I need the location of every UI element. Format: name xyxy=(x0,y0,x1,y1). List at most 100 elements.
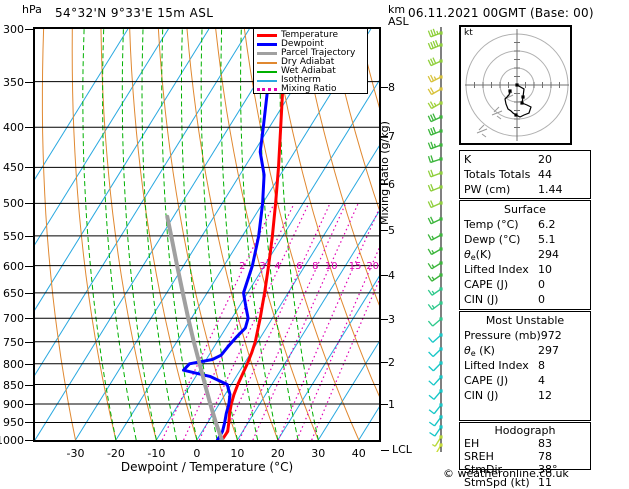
legend-swatch xyxy=(257,70,277,73)
most-unstable-row: CIN (J) 12 xyxy=(460,388,590,403)
legend-label: Dewpoint xyxy=(281,39,324,49)
legend-label: Mixing Ratio xyxy=(281,84,337,94)
temperature-tick-label: -20 xyxy=(106,447,125,460)
legend-swatch xyxy=(257,34,277,37)
wind-barb xyxy=(427,169,443,178)
pressure-tick xyxy=(25,235,33,237)
pressure-tick xyxy=(25,440,33,441)
legend-swatch xyxy=(257,43,277,46)
hodograph-stat-key: EH xyxy=(464,437,480,450)
height-tick xyxy=(381,87,388,89)
surface-key: CIN (J) xyxy=(464,293,499,306)
pressure-tick-label: 750 xyxy=(3,335,24,349)
pressure-tick-label: 600 xyxy=(3,259,24,273)
height-tick xyxy=(381,403,388,405)
most-unstable-row: Pressure (mb) 972 xyxy=(460,328,590,343)
most-unstable-row: θe (K) 297 xyxy=(460,343,590,358)
hodograph-stats-box: Hodograph EH 83 SREH 78 StmDir 38° StmSpd (kt) 1… xyxy=(459,422,591,489)
surface-value: 294 xyxy=(538,248,559,261)
mixing-ratio-value-label: 6 xyxy=(296,261,303,273)
pressure-tick xyxy=(25,203,33,205)
temperature-tick-label: -30 xyxy=(66,447,85,460)
hodograph-stat-value: 83 xyxy=(538,437,552,450)
height-tick xyxy=(381,361,388,363)
legend: Temperature Dewpoint Parcel Trajectory Dry … xyxy=(253,28,368,94)
temperature-tick-label: 0 xyxy=(193,447,201,460)
wind-barb xyxy=(428,347,443,358)
surface-value: 0 xyxy=(538,278,545,291)
most-unstable-key: Pressure (mb) xyxy=(464,329,541,342)
pressure-tick xyxy=(25,422,33,424)
most-unstable-title: Most Unstable xyxy=(485,314,565,327)
mixing-ratio-value-label: 2 xyxy=(239,261,246,273)
surface-key: Dewp (°C) xyxy=(464,233,521,246)
wind-barb xyxy=(427,101,443,110)
temperature-tick-label: -10 xyxy=(147,447,166,460)
wind-barb xyxy=(428,389,443,400)
x-axis-title: Dewpoint / Temperature (°C) xyxy=(120,460,294,474)
temperature-tick-label: 30 xyxy=(311,447,326,460)
legend-item: Temperature xyxy=(257,31,364,40)
legend-label: Isotherm xyxy=(281,75,321,85)
pressure-tick xyxy=(25,29,33,30)
wind-barb xyxy=(427,39,443,50)
legend-item: Mixing Ratio xyxy=(257,85,364,94)
index-value: 44 xyxy=(538,168,552,181)
index-row: K 20 xyxy=(460,152,590,167)
wind-barb xyxy=(428,403,443,415)
wind-barb xyxy=(427,261,443,270)
copyright-label: © weatheronline.co.uk xyxy=(443,467,569,480)
surface-box: Surface Temp (°C) 6.2 Dewp (°C) 5.1 θe(K) 294 L… xyxy=(459,200,591,310)
model-run-title: 06.11.2021 00GMT (Base: 00) xyxy=(408,6,594,20)
pressure-tick-label: 1000 xyxy=(0,434,24,447)
legend-label: Dry Adiabat xyxy=(281,57,335,67)
hodograph-stat-value: 38° xyxy=(538,463,558,476)
wind-barb xyxy=(427,233,443,241)
hodograph-stat-title: Hodograph xyxy=(494,424,556,437)
pressure-tick-label: 300 xyxy=(3,23,24,36)
index-row: Totals Totals 44 xyxy=(460,167,590,182)
most-unstable-key: CAPE (J) xyxy=(464,374,509,387)
most-unstable-value: 12 xyxy=(538,389,552,402)
skewt-plot[interactable] xyxy=(33,27,381,442)
temperature-tick-label: 40 xyxy=(351,447,366,460)
pressure-tick xyxy=(25,341,33,343)
wind-barb xyxy=(428,415,443,427)
surface-row: θe(K) 294 xyxy=(460,247,590,262)
height-tick xyxy=(381,274,388,276)
legend-item: Dewpoint xyxy=(257,40,364,49)
pressure-tick xyxy=(25,81,33,83)
hodograph-plot[interactable]: kt xyxy=(459,25,572,145)
index-value: 1.44 xyxy=(538,183,563,196)
wind-barb xyxy=(427,183,443,192)
legend-label: Wet Adiabat xyxy=(281,66,336,76)
wind-barb-canvas xyxy=(427,27,443,456)
mixing-ratio-value-label: 20 xyxy=(366,261,380,273)
most-unstable-key: CIN (J) xyxy=(464,389,499,402)
legend-item: Parcel Trajectory xyxy=(257,49,364,58)
pressure-tick-label: 900 xyxy=(3,398,24,412)
index-value: 20 xyxy=(538,153,552,166)
wind-barb xyxy=(427,57,443,67)
most-unstable-value: 4 xyxy=(538,374,545,387)
height-tick-label: 2 xyxy=(388,355,395,369)
legend-item: Dry Adiabat xyxy=(257,58,364,67)
pressure-unit-label: hPa xyxy=(22,3,42,16)
height-tick xyxy=(381,229,388,231)
pressure-tick-label: 400 xyxy=(3,121,24,135)
wind-barb xyxy=(427,74,443,83)
height-tick-label: 8 xyxy=(388,81,395,95)
wind-barb xyxy=(428,333,443,343)
wind-barb-column xyxy=(424,27,458,456)
index-row: PW (cm) 1.44 xyxy=(460,182,590,197)
surface-value: 0 xyxy=(538,293,545,306)
height-tick-label: 4 xyxy=(388,268,395,282)
pressure-tick xyxy=(25,318,33,320)
hodograph-stat-row: StmDir 38° xyxy=(460,463,590,476)
index-key: Totals Totals xyxy=(464,168,531,181)
pressure-tick-label: 950 xyxy=(3,416,24,430)
wind-barb xyxy=(427,301,443,311)
pressure-tick-label: 650 xyxy=(3,286,24,300)
most-unstable-key: Lifted Index xyxy=(464,359,529,372)
pressure-tick-label: 500 xyxy=(3,197,24,211)
